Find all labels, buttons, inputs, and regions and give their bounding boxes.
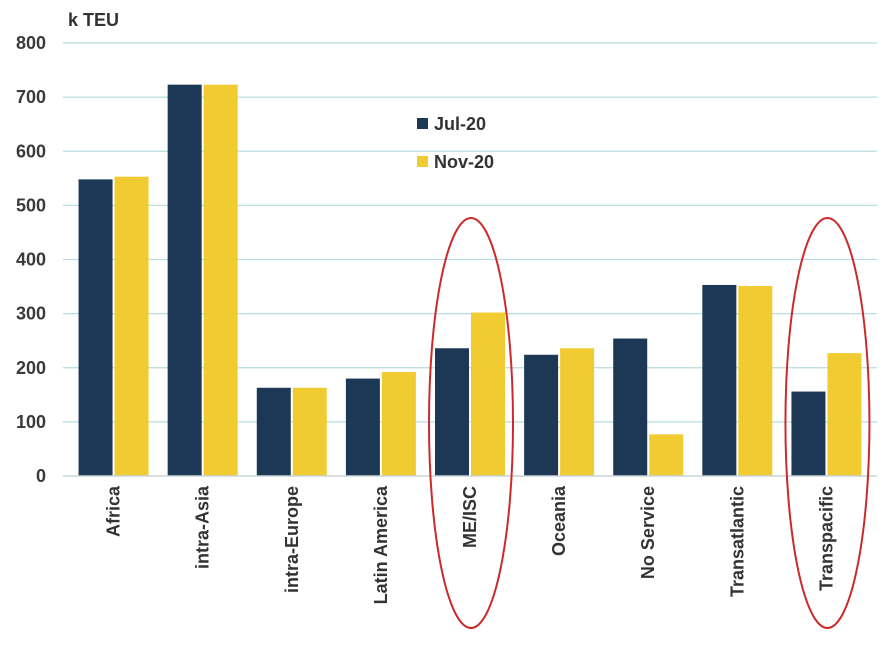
bar-jul-20-me-isc bbox=[435, 348, 469, 476]
legend-swatch bbox=[417, 118, 428, 129]
y-tick-label: 300 bbox=[16, 304, 46, 324]
bar-nov-20-transatlantic bbox=[738, 286, 773, 476]
bar-jul-20-no-service bbox=[613, 338, 648, 476]
legend-label: Nov-20 bbox=[434, 152, 494, 172]
x-category-label: Latin America bbox=[371, 485, 391, 604]
bar-jul-20-transatlantic bbox=[702, 284, 737, 476]
bar-nov-20-latin-america bbox=[381, 372, 416, 476]
x-category-label: No Service bbox=[638, 486, 658, 579]
y-tick-label: 100 bbox=[16, 412, 46, 432]
highlight-ellipse bbox=[784, 217, 871, 629]
y-tick-label: 200 bbox=[16, 358, 46, 378]
y-axis-ticks: 0 100 200 300 400 500 600 700 800 bbox=[16, 33, 46, 486]
y-tick-label: 700 bbox=[16, 87, 46, 107]
highlight-ellipse bbox=[428, 217, 514, 629]
x-category-label: intra-Asia bbox=[193, 485, 213, 569]
legend-swatch bbox=[417, 156, 428, 167]
x-category-label: Oceania bbox=[549, 485, 569, 556]
x-category-label: Transpacific bbox=[816, 486, 836, 591]
bar-nov-20-me-isc bbox=[471, 312, 505, 476]
bars bbox=[78, 84, 862, 477]
x-axis-category-labels: Africa intra-Asia intra-Europe Latin Americ… bbox=[104, 485, 837, 604]
bar-nov-20-transpacific bbox=[827, 353, 862, 476]
y-tick-label: 600 bbox=[16, 141, 46, 161]
x-category-label: Africa bbox=[104, 485, 124, 537]
bar-nov-20-intra-asia bbox=[203, 84, 238, 477]
y-tick-label: 800 bbox=[16, 33, 46, 53]
legend-label: Jul-20 bbox=[434, 114, 486, 134]
highlight-circles bbox=[428, 217, 871, 629]
bar-jul-20-intra-europe bbox=[256, 387, 291, 476]
x-category-label: Transatlantic bbox=[727, 486, 747, 597]
bar-jul-20-latin-america bbox=[345, 378, 380, 476]
y-axis-unit-label: k TEU bbox=[68, 10, 119, 30]
bar-nov-20-oceania bbox=[560, 348, 595, 476]
bar-jul-20-oceania bbox=[524, 354, 559, 476]
bar-nov-20-intra-europe bbox=[292, 387, 327, 476]
bar-jul-20-africa bbox=[78, 179, 113, 476]
legend: Jul-20 Nov-20 bbox=[417, 114, 494, 172]
x-category-label: ME/ISC bbox=[460, 486, 480, 548]
y-tick-label: 500 bbox=[16, 195, 46, 215]
bar-nov-20-africa bbox=[114, 176, 149, 476]
bar-jul-20-intra-asia bbox=[167, 84, 202, 477]
y-tick-label: 0 bbox=[36, 466, 46, 486]
y-tick-label: 400 bbox=[16, 250, 46, 270]
bar-jul-20-transpacific bbox=[791, 391, 826, 476]
bar-nov-20-no-service bbox=[649, 434, 684, 476]
x-category-label: intra-Europe bbox=[282, 486, 302, 593]
